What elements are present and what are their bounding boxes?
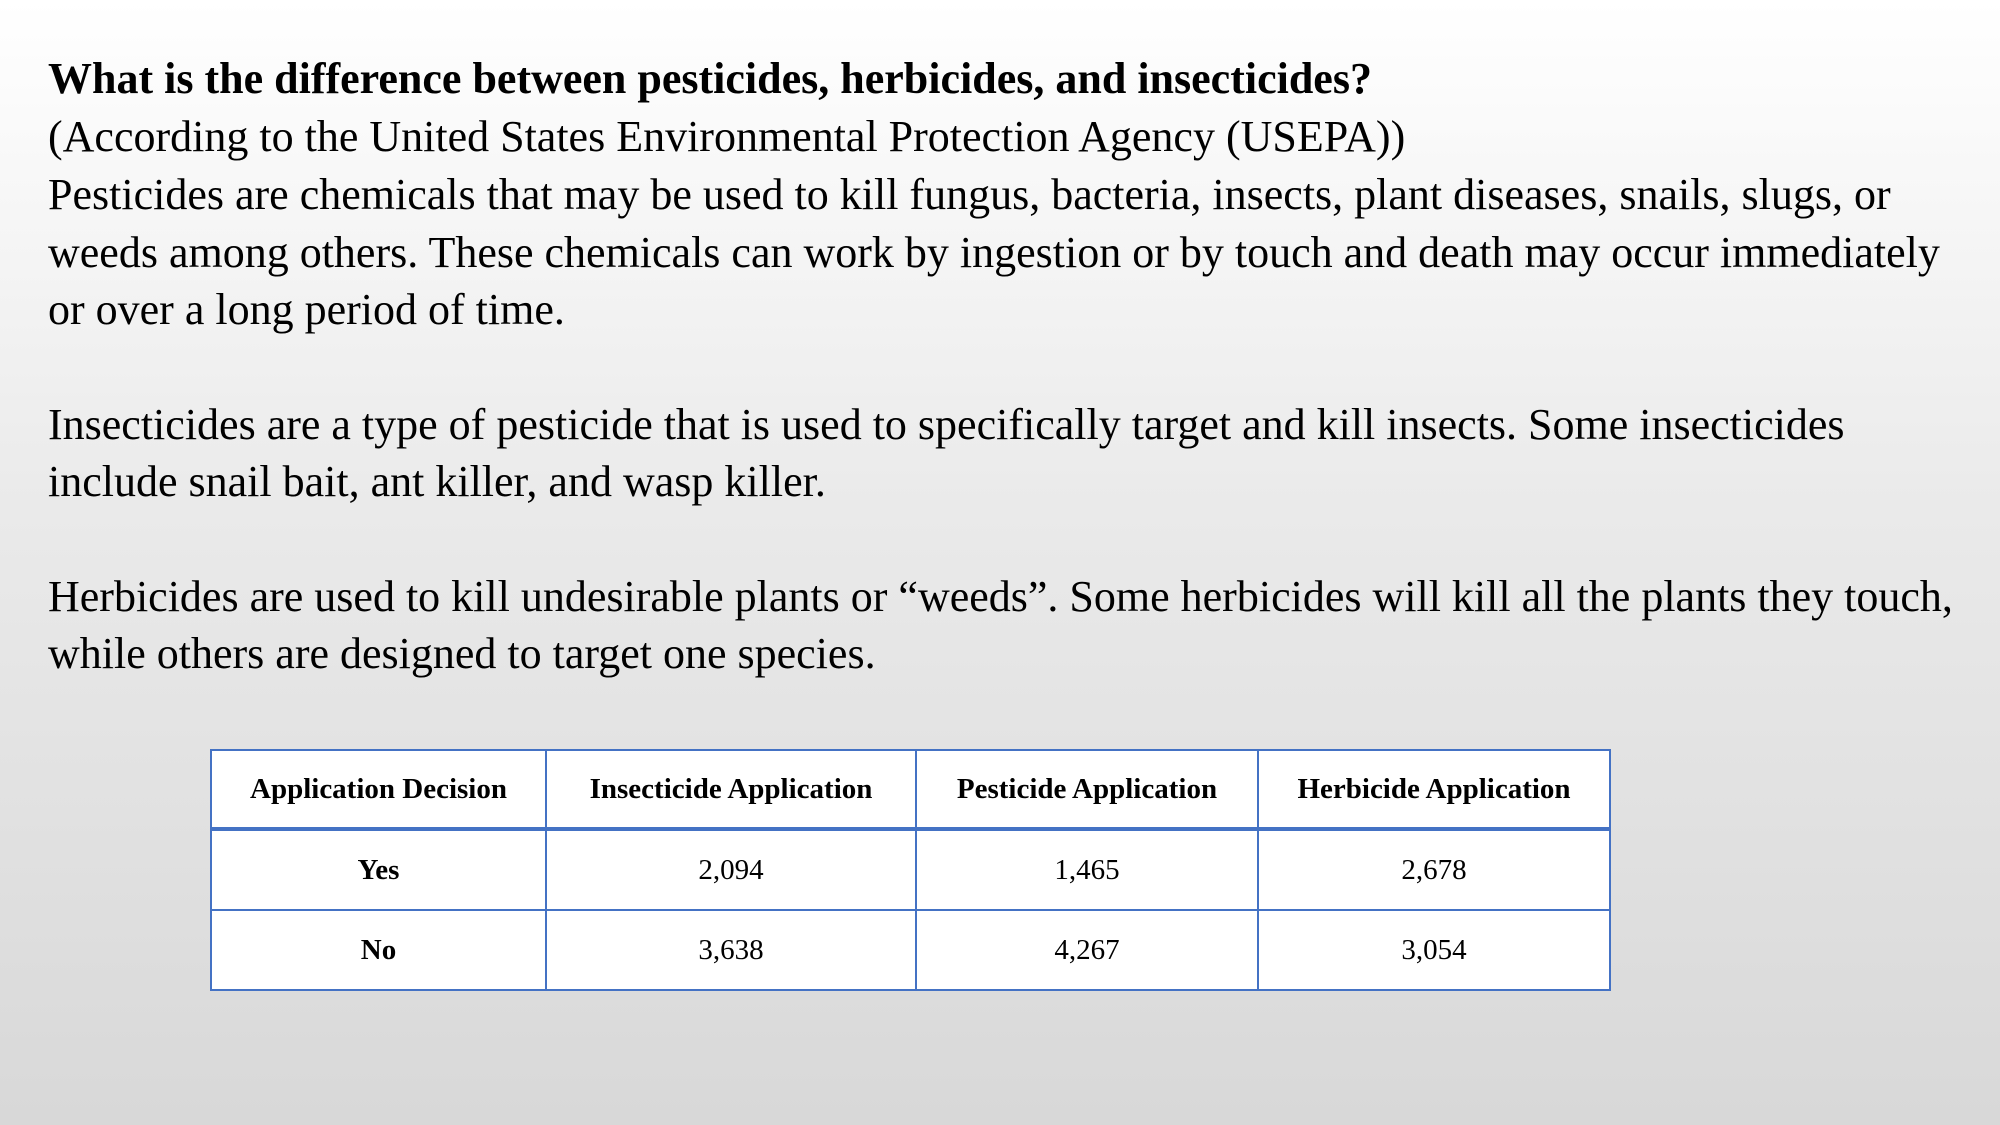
column-header-decision: Application Decision (210, 749, 547, 831)
cell-herbicide-no: 3,054 (1257, 909, 1611, 991)
table-row: No 3,638 4,267 3,054 (210, 909, 1611, 991)
cell-pesticide-no: 4,267 (915, 909, 1259, 991)
herbicides-paragraph: Herbicides are used to kill undesirable … (48, 571, 1953, 679)
application-table-container: Application Decision Insecticide Applica… (210, 749, 1611, 991)
cell-insecticide-no: 3,638 (545, 909, 917, 991)
spacer (48, 511, 1958, 568)
insecticides-paragraph: Insecticides are a type of pesticide tha… (48, 399, 1845, 507)
row-label-yes: Yes (210, 828, 547, 911)
pesticides-paragraph: Pesticides are chemicals that may be use… (48, 170, 1940, 334)
column-header-insecticide: Insecticide Application (545, 749, 917, 831)
slide-content: What is the difference between pesticide… (48, 50, 1958, 683)
row-label-no: No (210, 909, 547, 991)
table-row: Yes 2,094 1,465 2,678 (210, 828, 1611, 911)
cell-insecticide-yes: 2,094 (545, 828, 917, 911)
table-header-row: Application Decision Insecticide Applica… (210, 749, 1611, 831)
cell-herbicide-yes: 2,678 (1257, 828, 1611, 911)
column-header-pesticide: Pesticide Application (915, 749, 1259, 831)
application-decision-table: Application Decision Insecticide Applica… (210, 749, 1611, 991)
spacer (48, 339, 1958, 396)
source-note: (According to the United States Environm… (48, 112, 1406, 161)
page-title: What is the difference between pesticide… (48, 54, 1372, 103)
column-header-herbicide: Herbicide Application (1257, 749, 1611, 831)
cell-pesticide-yes: 1,465 (915, 828, 1259, 911)
